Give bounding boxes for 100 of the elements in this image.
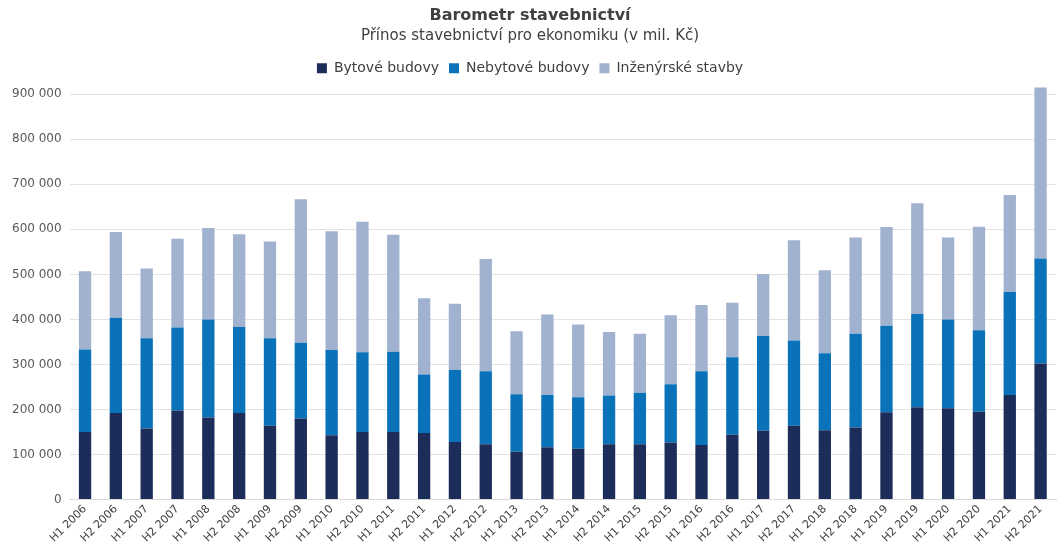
bar xyxy=(787,340,801,426)
bar xyxy=(633,392,647,445)
y-tick-label: 100 000 xyxy=(12,446,62,461)
bar xyxy=(1003,291,1016,396)
bar xyxy=(202,319,215,418)
bar xyxy=(633,444,647,500)
bar xyxy=(541,314,554,396)
bar xyxy=(78,271,92,350)
bar xyxy=(572,324,585,398)
bar xyxy=(726,302,739,358)
bar xyxy=(757,430,770,500)
bar xyxy=(263,425,277,500)
bar xyxy=(510,451,523,500)
bar xyxy=(818,353,831,431)
bar xyxy=(1034,87,1047,259)
bar xyxy=(880,325,893,413)
bar xyxy=(325,231,338,351)
y-tick-label: 200 000 xyxy=(12,401,62,416)
bar xyxy=(78,432,92,500)
bar xyxy=(541,395,554,448)
bar xyxy=(602,395,616,445)
y-tick-label: 300 000 xyxy=(12,356,62,371)
bar xyxy=(140,268,153,339)
bar xyxy=(387,351,400,433)
y-tick-label: 800 000 xyxy=(12,131,62,146)
bar xyxy=(664,315,677,385)
bar xyxy=(695,445,708,500)
y-tick-label: 700 000 xyxy=(12,176,62,191)
bar xyxy=(695,305,708,372)
bar xyxy=(325,350,338,436)
bar xyxy=(911,407,924,500)
bar xyxy=(387,432,400,500)
bar xyxy=(417,374,431,433)
bar xyxy=(941,408,955,500)
bar xyxy=(171,327,184,411)
bar xyxy=(510,331,523,395)
y-tick-label: 400 000 xyxy=(12,311,62,326)
bar xyxy=(941,237,955,320)
bar xyxy=(109,317,123,414)
bar xyxy=(911,203,924,315)
bar xyxy=(140,338,153,429)
bar xyxy=(941,319,955,409)
bar xyxy=(880,412,893,500)
bar xyxy=(572,397,585,449)
bar xyxy=(787,240,801,341)
bar xyxy=(972,226,986,331)
bar xyxy=(202,417,215,500)
legend-label: Inženýrské stavby xyxy=(616,58,744,75)
bar xyxy=(602,332,616,396)
bar xyxy=(849,237,862,334)
bar xyxy=(972,330,986,412)
bar xyxy=(633,333,647,393)
bar xyxy=(387,234,400,352)
bar xyxy=(1003,195,1016,292)
bar xyxy=(664,442,677,500)
bar xyxy=(602,444,616,500)
bar xyxy=(849,333,862,428)
bar xyxy=(263,241,277,339)
bar xyxy=(1034,258,1047,364)
y-tick-label: 0 xyxy=(53,491,62,506)
chart-title: Barometr stavebnictví xyxy=(429,4,633,24)
y-tick-label: 900 000 xyxy=(12,86,62,101)
bar xyxy=(417,298,431,375)
bar xyxy=(294,199,307,343)
bar xyxy=(510,394,523,452)
bar xyxy=(448,303,462,370)
bar xyxy=(479,259,492,372)
legend-label: Nebytové budovy xyxy=(465,58,590,75)
bar xyxy=(726,434,739,500)
bar xyxy=(263,338,277,426)
bar xyxy=(664,384,677,443)
bar xyxy=(294,418,307,500)
y-tick-label: 500 000 xyxy=(12,266,62,281)
bar xyxy=(972,411,986,500)
bar xyxy=(1003,395,1016,500)
bar xyxy=(726,357,739,435)
chart-subtitle: Přínos stavebnictví pro ekonomiku (v mil. Kč) xyxy=(360,26,700,45)
bar xyxy=(572,448,585,500)
bar xyxy=(448,369,462,442)
bar xyxy=(818,270,831,354)
bar xyxy=(479,371,492,445)
bar xyxy=(356,352,369,433)
bar xyxy=(171,410,184,500)
bar xyxy=(695,371,708,446)
bar xyxy=(325,435,338,500)
bar xyxy=(294,342,307,419)
bar xyxy=(818,430,831,500)
bar xyxy=(171,238,184,328)
bar xyxy=(232,327,246,414)
bar xyxy=(356,221,369,353)
legend-label: Bytové budovy xyxy=(333,58,439,75)
bar xyxy=(880,227,893,326)
bar xyxy=(140,428,153,500)
bar xyxy=(417,432,431,500)
bar xyxy=(541,447,554,500)
bar xyxy=(109,232,123,318)
y-tick-label: 600 000 xyxy=(12,221,62,236)
bar xyxy=(1034,363,1047,500)
bar xyxy=(202,227,215,320)
bar xyxy=(787,425,801,500)
